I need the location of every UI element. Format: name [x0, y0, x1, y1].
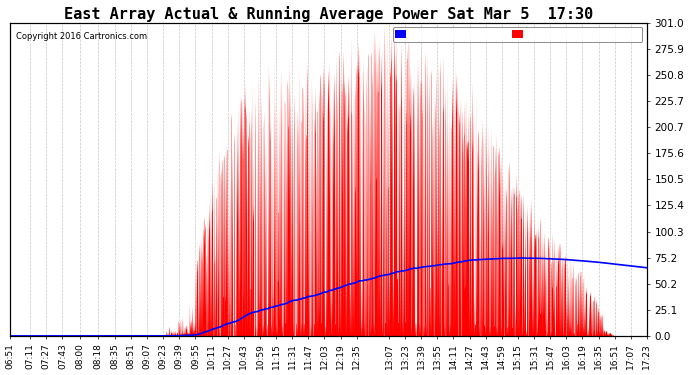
- Legend: Average (DC Watts), East Array  (DC Watts): Average (DC Watts), East Array (DC Watts…: [393, 27, 642, 42]
- Title: East Array Actual & Running Average Power Sat Mar 5  17:30: East Array Actual & Running Average Powe…: [64, 6, 593, 21]
- Text: Copyright 2016 Cartronics.com: Copyright 2016 Cartronics.com: [17, 32, 148, 41]
